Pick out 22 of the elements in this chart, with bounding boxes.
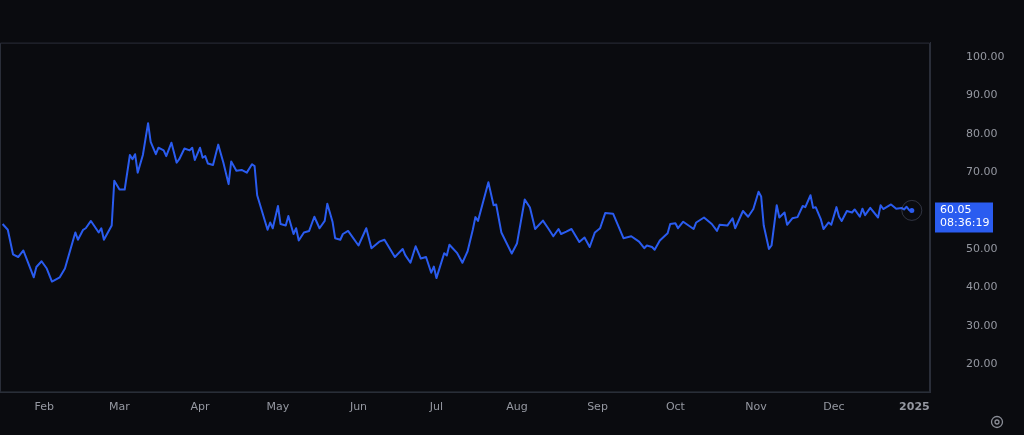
x-tick-label: Mar	[109, 399, 131, 413]
y-tick-label: 90.00	[966, 88, 998, 102]
x-tick-label: Jul	[428, 399, 444, 413]
x-tick-label: Apr	[190, 399, 211, 413]
y-tick-label: 20.00	[966, 356, 998, 370]
y-tick-label: 100.00	[966, 50, 1005, 64]
y-tick-label: 50.00	[966, 241, 998, 255]
y-tick-label: 80.00	[966, 126, 998, 140]
y-tick-label: 70.00	[966, 165, 998, 179]
x-tick-label: Jun	[348, 399, 368, 413]
x-tick-label: Sep	[587, 399, 608, 413]
text: 08:36:19	[940, 216, 990, 230]
x-tick-label: Nov	[745, 399, 768, 413]
x-tick-label: Dec	[823, 399, 845, 413]
x-tick-label: 2025	[899, 399, 930, 413]
x-tick-label: May	[266, 399, 290, 413]
y-tick-label: 40.00	[966, 280, 998, 294]
x-tick-label: Aug	[506, 399, 528, 413]
y-tick-label: 30.00	[966, 318, 998, 332]
annotation: 60.05	[940, 203, 972, 217]
x-tick-label: Feb	[34, 399, 54, 413]
x-tick-label: Oct	[665, 399, 686, 413]
